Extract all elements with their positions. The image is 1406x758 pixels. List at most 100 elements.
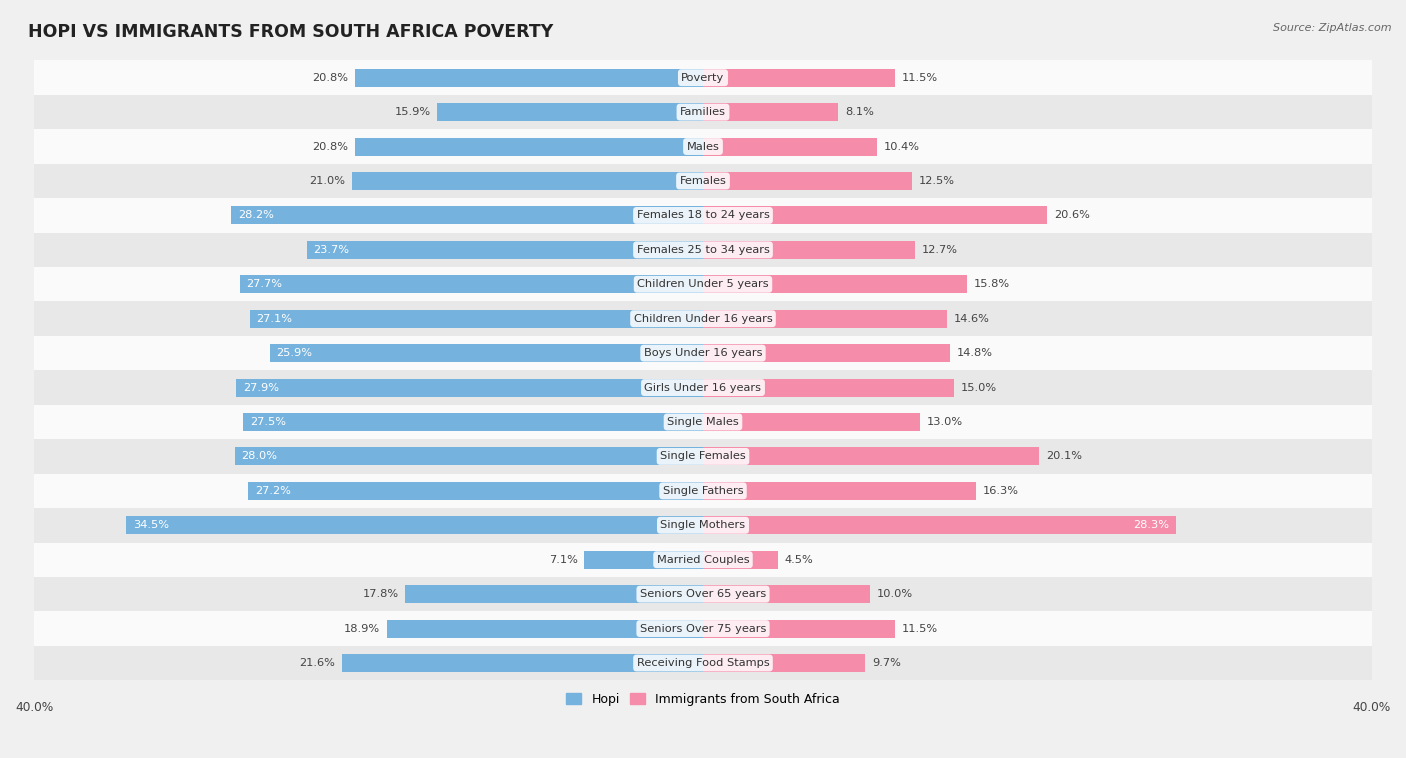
Text: Females 25 to 34 years: Females 25 to 34 years bbox=[637, 245, 769, 255]
Bar bbox=[34, 577, 1372, 612]
Text: 11.5%: 11.5% bbox=[903, 624, 938, 634]
Bar bbox=[703, 516, 1177, 534]
Bar bbox=[342, 654, 703, 672]
Text: Boys Under 16 years: Boys Under 16 years bbox=[644, 348, 762, 358]
Bar bbox=[34, 198, 1372, 233]
Text: 27.1%: 27.1% bbox=[256, 314, 292, 324]
Text: 40.0%: 40.0% bbox=[1353, 701, 1391, 714]
Bar bbox=[703, 413, 921, 431]
Text: 27.5%: 27.5% bbox=[250, 417, 285, 427]
Bar bbox=[34, 371, 1372, 405]
Bar bbox=[34, 543, 1372, 577]
Text: 21.6%: 21.6% bbox=[299, 658, 335, 668]
Text: 15.8%: 15.8% bbox=[974, 279, 1010, 290]
Text: 13.0%: 13.0% bbox=[927, 417, 963, 427]
Text: Single Fathers: Single Fathers bbox=[662, 486, 744, 496]
Text: 27.9%: 27.9% bbox=[243, 383, 280, 393]
Text: 25.9%: 25.9% bbox=[277, 348, 312, 358]
Text: HOPI VS IMMIGRANTS FROM SOUTH AFRICA POVERTY: HOPI VS IMMIGRANTS FROM SOUTH AFRICA POV… bbox=[28, 23, 554, 41]
Text: 17.8%: 17.8% bbox=[363, 589, 399, 599]
Text: 20.6%: 20.6% bbox=[1054, 211, 1090, 221]
Bar bbox=[703, 619, 896, 637]
Bar bbox=[34, 336, 1372, 371]
Bar bbox=[703, 310, 948, 327]
Bar bbox=[703, 172, 912, 190]
Text: Poverty: Poverty bbox=[682, 73, 724, 83]
Bar bbox=[34, 130, 1372, 164]
Text: 20.8%: 20.8% bbox=[312, 142, 349, 152]
Bar bbox=[34, 302, 1372, 336]
Text: Females 18 to 24 years: Females 18 to 24 years bbox=[637, 211, 769, 221]
Text: Single Males: Single Males bbox=[666, 417, 740, 427]
Text: 21.0%: 21.0% bbox=[309, 176, 344, 186]
Text: Married Couples: Married Couples bbox=[657, 555, 749, 565]
Text: 18.9%: 18.9% bbox=[344, 624, 380, 634]
Text: Children Under 16 years: Children Under 16 years bbox=[634, 314, 772, 324]
Bar bbox=[703, 275, 967, 293]
Bar bbox=[703, 69, 896, 86]
Bar bbox=[585, 551, 703, 568]
Text: Single Mothers: Single Mothers bbox=[661, 520, 745, 531]
Text: 7.1%: 7.1% bbox=[548, 555, 578, 565]
Text: 10.4%: 10.4% bbox=[883, 142, 920, 152]
Text: 12.5%: 12.5% bbox=[918, 176, 955, 186]
Text: Source: ZipAtlas.com: Source: ZipAtlas.com bbox=[1274, 23, 1392, 33]
Bar bbox=[387, 619, 703, 637]
Text: 14.6%: 14.6% bbox=[953, 314, 990, 324]
Bar bbox=[34, 474, 1372, 508]
Bar bbox=[250, 310, 703, 327]
Legend: Hopi, Immigrants from South Africa: Hopi, Immigrants from South Africa bbox=[561, 688, 845, 711]
Text: Single Females: Single Females bbox=[661, 452, 745, 462]
Text: 27.2%: 27.2% bbox=[254, 486, 291, 496]
Bar bbox=[34, 646, 1372, 680]
Text: Receiving Food Stamps: Receiving Food Stamps bbox=[637, 658, 769, 668]
Bar bbox=[34, 612, 1372, 646]
Text: 9.7%: 9.7% bbox=[872, 658, 901, 668]
Text: 4.5%: 4.5% bbox=[785, 555, 814, 565]
Text: 27.7%: 27.7% bbox=[246, 279, 283, 290]
Bar bbox=[703, 138, 877, 155]
Bar bbox=[307, 241, 703, 258]
Text: 16.3%: 16.3% bbox=[983, 486, 1018, 496]
Bar bbox=[34, 61, 1372, 95]
Text: Males: Males bbox=[686, 142, 720, 152]
Text: 28.2%: 28.2% bbox=[238, 211, 274, 221]
Bar bbox=[34, 439, 1372, 474]
Bar bbox=[703, 585, 870, 603]
Text: 10.0%: 10.0% bbox=[877, 589, 912, 599]
Text: 8.1%: 8.1% bbox=[845, 107, 875, 117]
Bar bbox=[437, 103, 703, 121]
Bar bbox=[703, 344, 950, 362]
Bar bbox=[703, 482, 976, 500]
Bar bbox=[356, 69, 703, 86]
Bar bbox=[703, 378, 953, 396]
Text: 20.8%: 20.8% bbox=[312, 73, 349, 83]
Bar bbox=[34, 233, 1372, 267]
Text: 34.5%: 34.5% bbox=[132, 520, 169, 531]
Bar bbox=[34, 508, 1372, 543]
Bar bbox=[235, 447, 703, 465]
Bar bbox=[703, 103, 838, 121]
Bar bbox=[243, 413, 703, 431]
Bar bbox=[703, 447, 1039, 465]
Bar bbox=[249, 482, 703, 500]
Bar bbox=[703, 654, 865, 672]
Bar bbox=[240, 275, 703, 293]
Bar bbox=[236, 378, 703, 396]
Text: 14.8%: 14.8% bbox=[957, 348, 993, 358]
Text: 40.0%: 40.0% bbox=[15, 701, 53, 714]
Text: 15.9%: 15.9% bbox=[394, 107, 430, 117]
Bar bbox=[405, 585, 703, 603]
Text: 23.7%: 23.7% bbox=[314, 245, 349, 255]
Bar bbox=[34, 267, 1372, 302]
Text: Children Under 5 years: Children Under 5 years bbox=[637, 279, 769, 290]
Text: 12.7%: 12.7% bbox=[922, 245, 957, 255]
Text: Seniors Over 75 years: Seniors Over 75 years bbox=[640, 624, 766, 634]
Bar bbox=[356, 138, 703, 155]
Text: 28.3%: 28.3% bbox=[1133, 520, 1170, 531]
Text: Girls Under 16 years: Girls Under 16 years bbox=[644, 383, 762, 393]
Bar bbox=[127, 516, 703, 534]
Bar bbox=[270, 344, 703, 362]
Text: Families: Families bbox=[681, 107, 725, 117]
Text: 15.0%: 15.0% bbox=[960, 383, 997, 393]
